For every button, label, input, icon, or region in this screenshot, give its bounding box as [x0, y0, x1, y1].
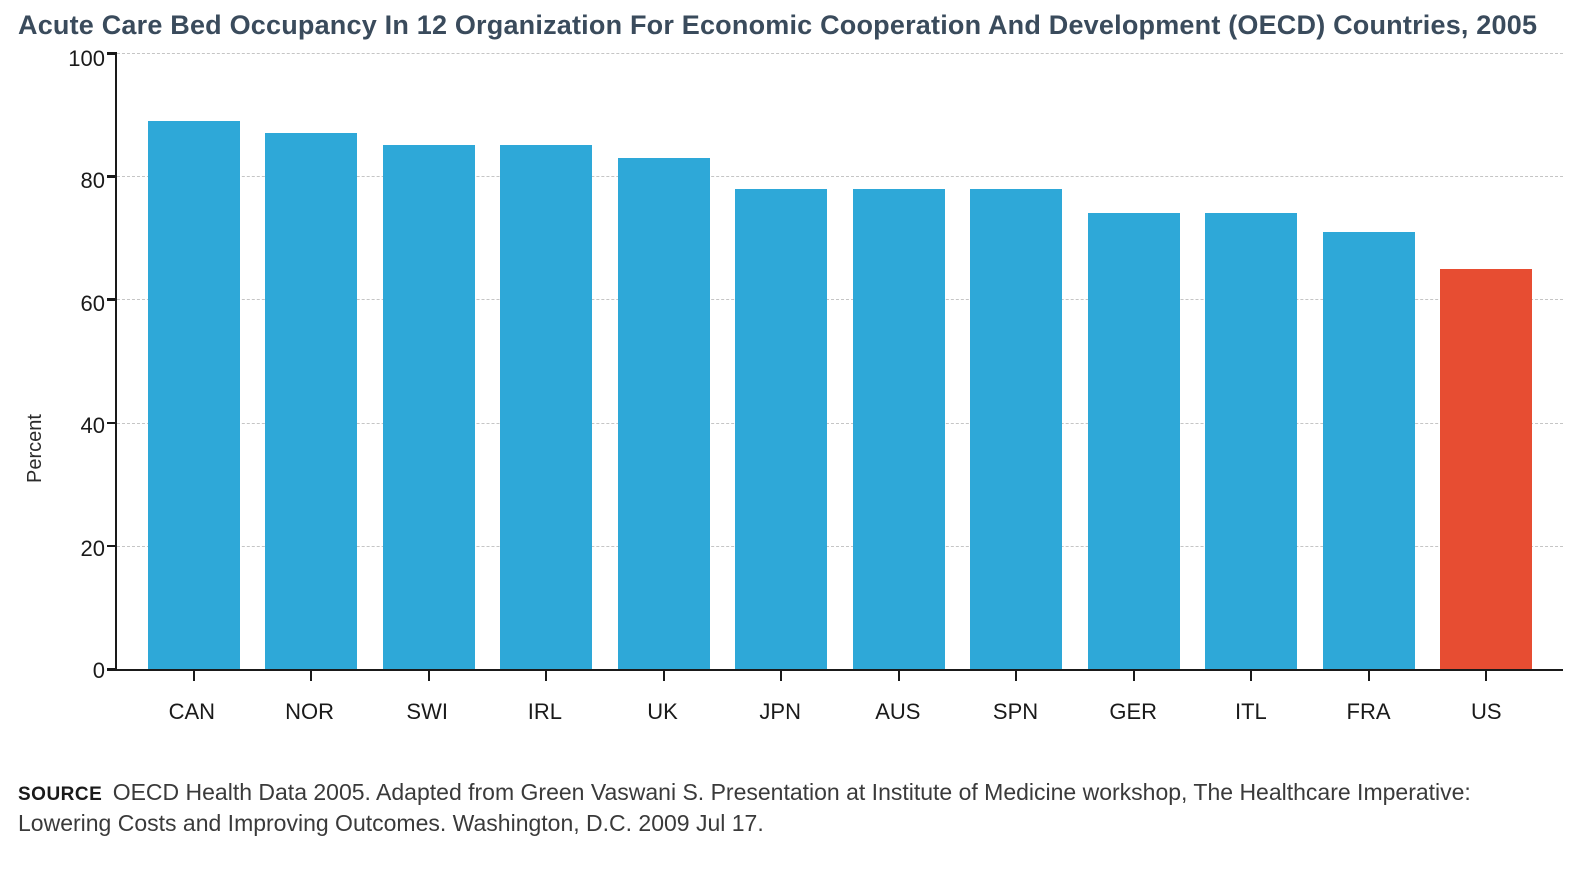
bar-slot: [1428, 53, 1546, 669]
x-label: FRA: [1310, 699, 1428, 725]
bar-slot: [488, 53, 606, 669]
y-tick-mark: [107, 545, 117, 548]
y-axis-label: Percent: [18, 324, 47, 483]
bar-slot: [370, 53, 488, 669]
bar-itl: [1205, 213, 1297, 669]
source-citation: source OECD Health Data 2005. Adapted fr…: [18, 777, 1563, 839]
y-tick-mark: [107, 175, 117, 178]
x-label: GER: [1074, 699, 1192, 725]
x-tick-mark: [193, 669, 195, 681]
x-axis-labels: CANNORSWIIRLUKJPNAUSSPNGERITLFRAUS: [115, 671, 1563, 725]
x-tick-mark: [663, 669, 665, 681]
bar-slot: [1310, 53, 1428, 669]
x-label: ITL: [1192, 699, 1310, 725]
x-tick-mark: [898, 669, 900, 681]
x-label: UK: [604, 699, 722, 725]
bar-slot: [723, 53, 841, 669]
x-label: JPN: [721, 699, 839, 725]
x-tick-mark: [310, 669, 312, 681]
plot-area: [115, 53, 1563, 671]
bar-slot: [605, 53, 723, 669]
bar-uk: [618, 158, 710, 669]
x-tick-mark: [780, 669, 782, 681]
y-tick-mark: [107, 422, 117, 425]
x-label: CAN: [133, 699, 251, 725]
bar-slot: [135, 53, 253, 669]
bar-slot: [253, 53, 371, 669]
x-label: SWI: [368, 699, 486, 725]
x-tick-mark: [1250, 669, 1252, 681]
bar-slot: [840, 53, 958, 669]
y-tick-mark: [107, 52, 117, 55]
bar-slot: [958, 53, 1076, 669]
x-tick-mark: [1015, 669, 1017, 681]
bar-us: [1440, 269, 1532, 669]
y-axis-ticks: 100 80 60 40 20 0: [47, 53, 105, 671]
plot: CANNORSWIIRLUKJPNAUSSPNGERITLFRAUS: [105, 53, 1563, 713]
x-label: AUS: [839, 699, 957, 725]
bar-can: [148, 121, 240, 669]
bar-slot: [1193, 53, 1311, 669]
source-text: OECD Health Data 2005. Adapted from Gree…: [18, 779, 1471, 836]
bar-irl: [500, 145, 592, 669]
x-tick-mark: [1368, 669, 1370, 681]
source-label: source: [18, 784, 102, 805]
bars-group: [117, 53, 1563, 669]
bar-aus: [853, 189, 945, 669]
x-tick-mark: [545, 669, 547, 681]
x-tick-mark: [1133, 669, 1135, 681]
x-tick-mark: [1485, 669, 1487, 681]
x-label: US: [1427, 699, 1545, 725]
bar-spn: [970, 189, 1062, 669]
x-label: IRL: [486, 699, 604, 725]
x-label: SPN: [957, 699, 1075, 725]
y-tick-mark: [107, 668, 117, 671]
bar-nor: [265, 133, 357, 669]
bar-slot: [1075, 53, 1193, 669]
x-tick-mark: [428, 669, 430, 681]
y-tick-mark: [107, 298, 117, 301]
chart-title: Acute Care Bed Occupancy In 12 Organizat…: [18, 10, 1563, 41]
chart-container: Percent 100 80 60 40 20 0 CANNORSWIIRLUK…: [18, 53, 1563, 753]
bar-swi: [383, 145, 475, 669]
bar-ger: [1088, 213, 1180, 669]
bar-jpn: [735, 189, 827, 669]
bar-fra: [1323, 232, 1415, 669]
x-label: NOR: [251, 699, 369, 725]
